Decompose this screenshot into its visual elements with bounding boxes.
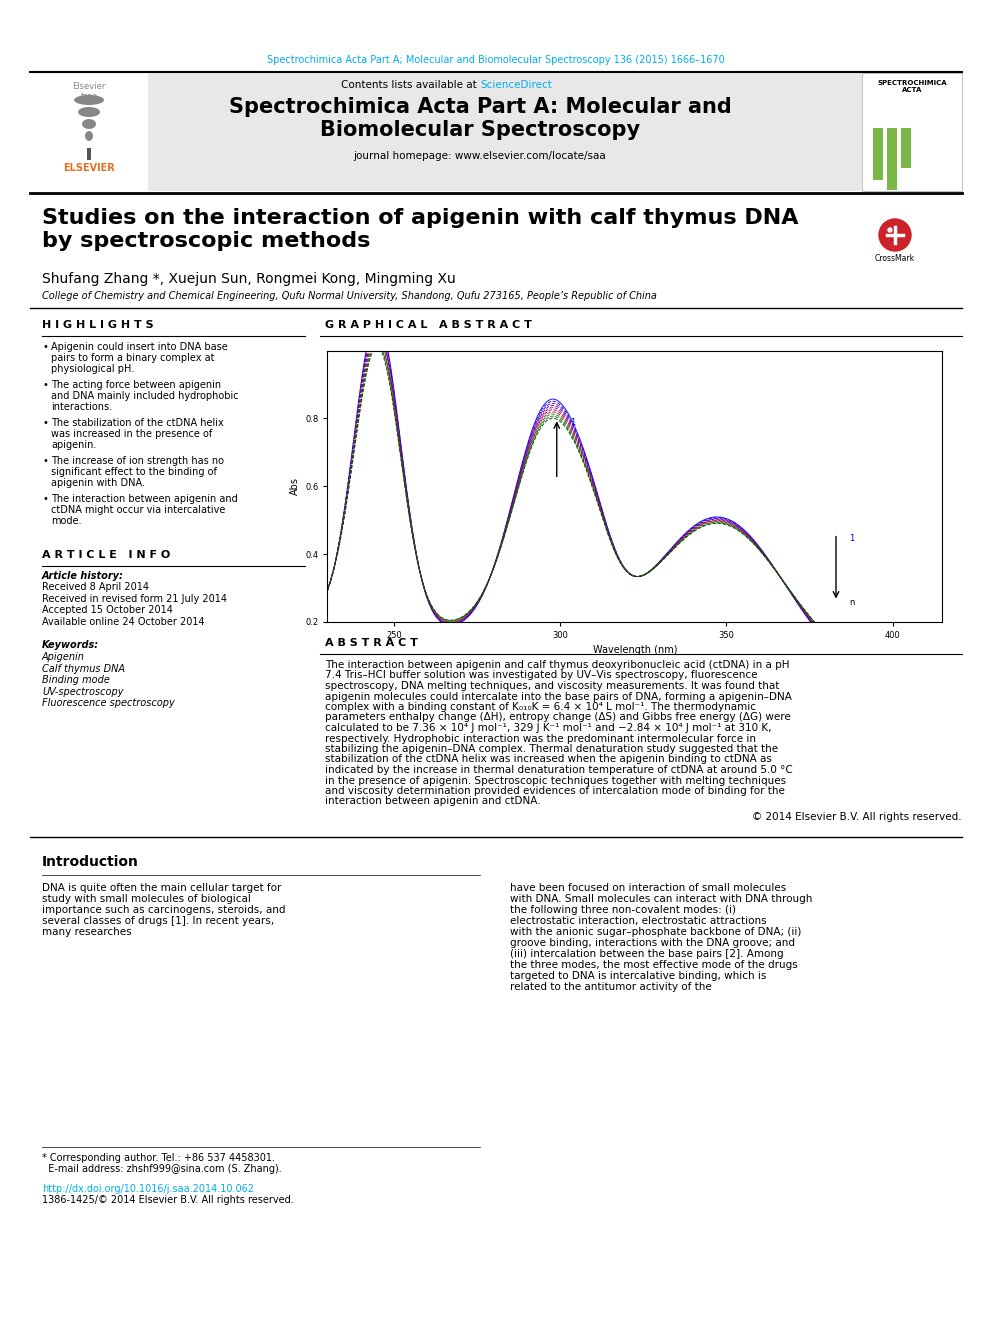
Text: http://dx.doi.org/10.1016/j.saa.2014.10.062: http://dx.doi.org/10.1016/j.saa.2014.10.… <box>42 1184 254 1193</box>
Text: several classes of drugs [1]. In recent years,: several classes of drugs [1]. In recent … <box>42 916 274 926</box>
Text: in the presence of apigenin. Spectroscopic techniques together with melting tech: in the presence of apigenin. Spectroscop… <box>325 775 786 786</box>
Text: related to the antitumor activity of the: related to the antitumor activity of the <box>510 982 711 992</box>
Ellipse shape <box>78 107 100 116</box>
Text: (iii) intercalation between the base pairs [2]. Among: (iii) intercalation between the base pai… <box>510 949 784 959</box>
Circle shape <box>887 228 893 233</box>
Text: E-mail address: zhshf999@sina.com (S. Zhang).: E-mail address: zhshf999@sina.com (S. Zh… <box>42 1164 282 1174</box>
Text: Introduction: Introduction <box>42 855 139 869</box>
Text: A B S T R A C T: A B S T R A C T <box>325 638 418 648</box>
Text: © 2014 Elsevier B.V. All rights reserved.: © 2014 Elsevier B.V. All rights reserved… <box>752 812 962 822</box>
Text: •: • <box>42 493 48 504</box>
Text: CrossMark: CrossMark <box>875 254 915 263</box>
Text: The increase of ion strength has no: The increase of ion strength has no <box>51 456 224 466</box>
Text: stabilizing the apigenin–DNA complex. Thermal denaturation study suggested that : stabilizing the apigenin–DNA complex. Th… <box>325 744 778 754</box>
Text: 1386-1425/© 2014 Elsevier B.V. All rights reserved.: 1386-1425/© 2014 Elsevier B.V. All right… <box>42 1195 294 1205</box>
Text: study with small molecules of biological: study with small molecules of biological <box>42 894 251 904</box>
Text: The interaction between apigenin and: The interaction between apigenin and <box>51 493 238 504</box>
Text: 7.4 Tris–HCl buffer solution was investigated by UV–Vis spectroscopy, fluorescen: 7.4 Tris–HCl buffer solution was investi… <box>325 671 758 680</box>
Y-axis label: Abs: Abs <box>290 478 300 495</box>
Text: The stabilization of the ctDNA helix: The stabilization of the ctDNA helix <box>51 418 224 429</box>
Text: physiological pH.: physiological pH. <box>51 364 134 374</box>
Text: groove binding, interactions with the DNA groove; and: groove binding, interactions with the DN… <box>510 938 795 949</box>
Text: stabilization of the ctDNA helix was increased when the apigenin binding to ctDN: stabilization of the ctDNA helix was inc… <box>325 754 772 765</box>
Text: DNA is quite often the main cellular target for: DNA is quite often the main cellular tar… <box>42 882 282 893</box>
Text: targeted to DNA is intercalative binding, which is: targeted to DNA is intercalative binding… <box>510 971 767 980</box>
Text: Spectrochimica Acta Part A: Molecular and
Biomolecular Spectroscopy: Spectrochimica Acta Part A: Molecular an… <box>228 97 731 140</box>
Bar <box>862 73 962 191</box>
Text: apigenin molecules could intercalate into the base pairs of DNA, forming a apige: apigenin molecules could intercalate int… <box>325 692 792 701</box>
Text: Article history:: Article history: <box>42 572 124 581</box>
Text: G R A P H I C A L   A B S T R A C T: G R A P H I C A L A B S T R A C T <box>325 320 532 329</box>
Text: The acting force between apigenin: The acting force between apigenin <box>51 380 221 390</box>
Ellipse shape <box>74 95 104 105</box>
X-axis label: Wavelength (nm): Wavelength (nm) <box>592 646 678 655</box>
Ellipse shape <box>85 131 93 142</box>
Text: the following three non-covalent modes: (i): the following three non-covalent modes: … <box>510 905 736 916</box>
Text: H I G H L I G H T S: H I G H L I G H T S <box>42 320 154 329</box>
Text: Studies on the interaction of apigenin with calf thymus DNA
by spectroscopic met: Studies on the interaction of apigenin w… <box>42 208 799 251</box>
Text: n: n <box>849 598 855 607</box>
Text: parameters enthalpy change (ΔH), entropy change (ΔS) and Gibbs free energy (ΔG) : parameters enthalpy change (ΔH), entropy… <box>325 713 791 722</box>
Text: College of Chemistry and Chemical Engineering, Qufu Normal University, Shandong,: College of Chemistry and Chemical Engine… <box>42 291 657 302</box>
Text: complex with a binding constant of K₀₁₀K = 6.4 × 10⁴ L mol⁻¹. The thermodynamic: complex with a binding constant of K₀₁₀K… <box>325 703 756 712</box>
Text: Shufang Zhang *, Xuejun Sun, Rongmei Kong, Mingming Xu: Shufang Zhang *, Xuejun Sun, Rongmei Kon… <box>42 273 455 286</box>
Text: calculated to be 7.36 × 10⁴ J mol⁻¹, 329 J K⁻¹ mol⁻¹ and −2.84 × 10⁴ J mol⁻¹ at : calculated to be 7.36 × 10⁴ J mol⁻¹, 329… <box>325 722 772 733</box>
Bar <box>873 128 883 180</box>
Text: Apigenin could insert into DNA base: Apigenin could insert into DNA base <box>51 343 228 352</box>
Text: SPECTROCHIMICA
ACTA: SPECTROCHIMICA ACTA <box>877 79 946 93</box>
Text: ELSEVIER: ELSEVIER <box>63 163 115 173</box>
Text: interactions.: interactions. <box>51 402 112 411</box>
Text: The interaction between apigenin and calf thymus deoxyribonucleic acid (ctDNA) i: The interaction between apigenin and cal… <box>325 660 790 669</box>
Text: Spectrochimica Acta Part A; Molecular and Biomolecular Spectroscopy 136 (2015) 1: Spectrochimica Acta Part A; Molecular an… <box>267 56 725 65</box>
Text: interaction between apigenin and ctDNA.: interaction between apigenin and ctDNA. <box>325 796 541 807</box>
Text: journal homepage: www.elsevier.com/locate/saa: journal homepage: www.elsevier.com/locat… <box>353 151 606 161</box>
Text: indicated by the increase in thermal denaturation temperature of ctDNA at around: indicated by the increase in thermal den… <box>325 765 793 775</box>
Bar <box>87 148 91 160</box>
Text: •: • <box>42 343 48 352</box>
Text: with the anionic sugar–phosphate backbone of DNA; (ii): with the anionic sugar–phosphate backbon… <box>510 927 802 937</box>
Text: respectively. Hydrophobic interaction was the predominant intermolecular force i: respectively. Hydrophobic interaction wa… <box>325 733 756 744</box>
Text: ScienceDirect: ScienceDirect <box>480 79 552 90</box>
Text: was increased in the presence of: was increased in the presence of <box>51 429 212 439</box>
Bar <box>901 128 911 168</box>
Text: significant effect to the binding of: significant effect to the binding of <box>51 467 217 478</box>
Text: mode.: mode. <box>51 516 81 527</box>
Text: spectroscopy, DNA melting techniques, and viscosity measurements. It was found t: spectroscopy, DNA melting techniques, an… <box>325 681 780 691</box>
Text: Contents lists available at: Contents lists available at <box>341 79 480 90</box>
Text: apigenin.: apigenin. <box>51 441 96 450</box>
Circle shape <box>879 220 911 251</box>
Text: A R T I C L E   I N F O: A R T I C L E I N F O <box>42 550 171 560</box>
Text: •: • <box>42 418 48 429</box>
Circle shape <box>888 228 892 232</box>
Text: electrostatic interaction, electrostatic attractions: electrostatic interaction, electrostatic… <box>510 916 767 926</box>
Text: many researches: many researches <box>42 927 132 937</box>
Text: •: • <box>42 456 48 466</box>
Text: 1: 1 <box>570 418 575 427</box>
Text: and DNA mainly included hydrophobic: and DNA mainly included hydrophobic <box>51 392 239 401</box>
Text: Elsevier
tree: Elsevier tree <box>72 82 106 102</box>
Bar <box>887 128 897 191</box>
Text: the three modes, the most effective mode of the drugs: the three modes, the most effective mode… <box>510 960 798 970</box>
Text: have been focused on interaction of small molecules: have been focused on interaction of smal… <box>510 882 787 893</box>
Text: * Corresponding author. Tel.: +86 537 4458301.: * Corresponding author. Tel.: +86 537 44… <box>42 1154 275 1163</box>
Text: pairs to form a binary complex at: pairs to form a binary complex at <box>51 353 214 363</box>
Text: Keywords:: Keywords: <box>42 640 99 650</box>
Text: •: • <box>42 380 48 390</box>
Text: with DNA. Small molecules can interact with DNA through: with DNA. Small molecules can interact w… <box>510 894 812 904</box>
Text: importance such as carcinogens, steroids, and: importance such as carcinogens, steroids… <box>42 905 286 916</box>
Text: Apigenin
Calf thymus DNA
Binding mode
UV-spectroscopy
Fluorescence spectroscopy: Apigenin Calf thymus DNA Binding mode UV… <box>42 652 175 708</box>
Ellipse shape <box>82 119 96 130</box>
Text: and viscosity determination provided evidences of intercalation mode of binding : and viscosity determination provided evi… <box>325 786 785 796</box>
Bar <box>30 73 862 191</box>
Text: Received 8 April 2014
Received in revised form 21 July 2014
Accepted 15 October : Received 8 April 2014 Received in revise… <box>42 582 227 627</box>
Bar <box>30 73 148 191</box>
Text: ctDNA might occur via intercalative: ctDNA might occur via intercalative <box>51 505 225 515</box>
Text: 1: 1 <box>849 533 854 542</box>
Text: apigenin with DNA.: apigenin with DNA. <box>51 478 145 488</box>
